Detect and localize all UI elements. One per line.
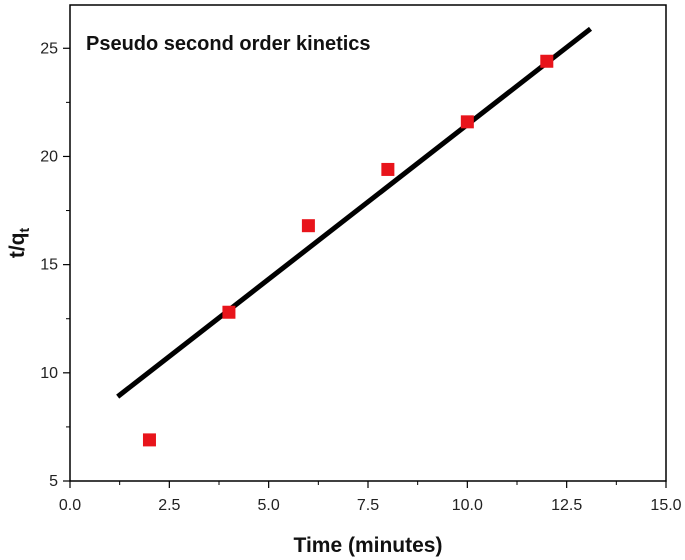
- data-point: [142, 433, 156, 447]
- x-axis-title: Time (minutes): [294, 534, 443, 557]
- fit-line-layer: [116, 26, 593, 399]
- x-tick-label: 2.5: [158, 497, 180, 514]
- data-point: [460, 115, 474, 129]
- x-tick-label: 10.0: [452, 497, 483, 514]
- x-tick-label: 0.0: [59, 497, 81, 514]
- data-point: [301, 219, 315, 233]
- data-points-layer: [142, 54, 554, 447]
- data-point: [222, 305, 236, 319]
- y-axis-ticks: 5 10 15 20 25: [40, 40, 70, 490]
- x-tick-label: 5.0: [258, 497, 280, 514]
- y-tick-label: 25: [40, 40, 58, 57]
- y-tick-label: 5: [49, 473, 58, 490]
- chart-title: Pseudo second order kinetics: [86, 33, 371, 55]
- x-tick-label: 7.5: [357, 497, 379, 514]
- y-tick-label: 10: [40, 365, 58, 382]
- fit-line: [116, 26, 593, 399]
- y-axis-title-main: t/q: [6, 233, 29, 259]
- x-axis-ticks: 0.0 2.5 5.0 7.5 10.0 12.5 15.0: [59, 481, 682, 514]
- data-point: [381, 162, 395, 176]
- y-axis-title: t/qt: [6, 228, 32, 259]
- y-axis-title-subscript: t: [16, 228, 32, 233]
- x-tick-label: 12.5: [551, 497, 582, 514]
- y-tick-label: 20: [40, 148, 58, 165]
- x-tick-label: 15.0: [650, 497, 681, 514]
- data-point: [540, 54, 554, 68]
- plot-frame: [69, 4, 667, 482]
- y-tick-label: 15: [40, 257, 58, 274]
